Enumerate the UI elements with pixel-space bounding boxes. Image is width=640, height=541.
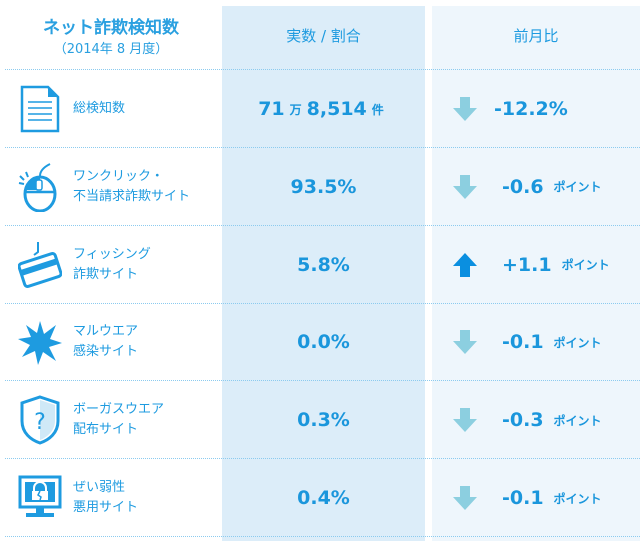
arrow-down-icon [452, 174, 478, 200]
arrow-down-icon [452, 96, 478, 122]
table-row: ぜい弱性 悪用サイト 0.4% -0.1 ポイント [0, 459, 640, 537]
value-number: 93.5% [290, 175, 357, 198]
row-value: 0.3% [222, 381, 425, 459]
title: ネット詐欺検知数 [43, 18, 179, 38]
row-divider [5, 147, 640, 148]
change-value: +1.1 [502, 253, 552, 276]
value-number-rest: 8,514 [306, 98, 367, 120]
column-header-change-label: 前月比 [513, 26, 559, 45]
arrow-down-icon [452, 485, 478, 511]
row-label: ぜい弱性 悪用サイト [73, 480, 139, 515]
row-value: 5.8% [222, 226, 425, 304]
row-divider [5, 458, 640, 460]
burst-icon [18, 317, 62, 367]
arrow-up-icon [452, 252, 478, 278]
column-header-value-label: 実数 / 割合 [286, 26, 361, 45]
row-value: 0.4% [222, 459, 425, 537]
value-number: 5.8% [297, 253, 350, 276]
row-change: +1.1 ポイント [432, 226, 640, 304]
row-divider [5, 536, 640, 537]
row-divider [5, 224, 640, 226]
row-change: -0.3 ポイント [432, 381, 640, 459]
change-value: -12.2% [494, 98, 568, 120]
value-number: 0.0% [297, 331, 350, 354]
shield-question-icon: ? [18, 395, 62, 445]
row-label: フィッシング 詐欺サイト [73, 246, 151, 282]
row-divider [5, 380, 640, 382]
arrow-down-icon [452, 329, 478, 355]
row-change: -12.2% [432, 70, 640, 148]
change-unit: ポイント [561, 258, 610, 273]
change-unit: ポイント [553, 413, 602, 428]
row-change: -0.1 ポイント [432, 459, 640, 537]
row-label: ワンクリック・ 不当請求詐欺サイト [73, 168, 191, 204]
change-value: -0.1 [502, 331, 544, 354]
row-value: 71 万 8,514 件 [222, 70, 425, 148]
table-row: マルウエア 感染サイト 0.0% -0.1 ポイント [0, 303, 640, 382]
row-change: -0.6 ポイント [432, 148, 640, 226]
row-value: 93.5% [222, 148, 425, 226]
subtitle: （2014年 8 月度） [53, 42, 169, 57]
table-row: フィッシング 詐欺サイト 5.8% +1.1 ポイント [0, 226, 640, 304]
header-divider [5, 69, 640, 70]
value-unit-count: 件 [371, 102, 384, 117]
value-number: 0.4% [297, 487, 350, 509]
credit-card-hook-icon [17, 240, 63, 290]
change-value: -0.6 [502, 175, 544, 198]
change-value: -0.1 [502, 487, 544, 509]
row-label: マルウエア 感染サイト [73, 324, 139, 360]
change-unit: ポイント [553, 180, 602, 195]
row-label: ボーガスウエア 配布サイト [73, 402, 165, 438]
row-label: 総検知数 [73, 101, 126, 116]
row-value: 0.0% [222, 303, 425, 381]
change-unit: ポイント [553, 335, 602, 350]
change-unit: ポイント [553, 491, 602, 506]
row-change: -0.1 ポイント [432, 303, 640, 381]
mouse-click-icon [18, 162, 62, 213]
row-divider [5, 302, 640, 304]
table-row: ワンクリック・ 不当請求詐欺サイト 93.5% -0.6 ポイント [0, 148, 640, 226]
change-value: -0.3 [502, 409, 544, 432]
value-column-bg [222, 6, 425, 541]
table-row: ? ボーガスウエア 配布サイト 0.3% -0.3 ポイント [0, 381, 640, 460]
svg-text:?: ? [34, 410, 46, 435]
value-number: 0.3% [297, 409, 350, 432]
table-row: 総検知数 71 万 8,514 件 -12.2% [0, 70, 640, 148]
table-title: ネット詐欺検知数 （2014年 8 月度） [0, 0, 222, 70]
column-header-change: 前月比 [432, 0, 640, 70]
arrow-down-icon [452, 407, 478, 433]
column-header-value: 実数 / 割合 [222, 0, 425, 70]
document-icon [18, 84, 62, 134]
value-number: 71 [258, 98, 285, 120]
monitor-broken-lock-icon [18, 473, 62, 523]
value-unit: 万 [289, 102, 302, 117]
